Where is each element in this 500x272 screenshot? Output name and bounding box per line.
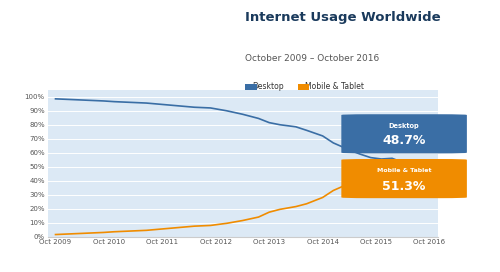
Text: Mobile & Tablet: Mobile & Tablet: [305, 82, 364, 91]
Text: Internet Usage Worldwide: Internet Usage Worldwide: [245, 11, 440, 24]
FancyBboxPatch shape: [342, 159, 467, 198]
Text: Desktop: Desktop: [252, 82, 284, 91]
Text: 51.3%: 51.3%: [382, 180, 426, 193]
Text: Mobile & Tablet: Mobile & Tablet: [377, 168, 432, 173]
FancyBboxPatch shape: [342, 114, 467, 153]
Text: October 2009 – October 2016: October 2009 – October 2016: [245, 54, 380, 63]
Text: Desktop: Desktop: [389, 122, 420, 128]
Text: 48.7%: 48.7%: [382, 134, 426, 147]
